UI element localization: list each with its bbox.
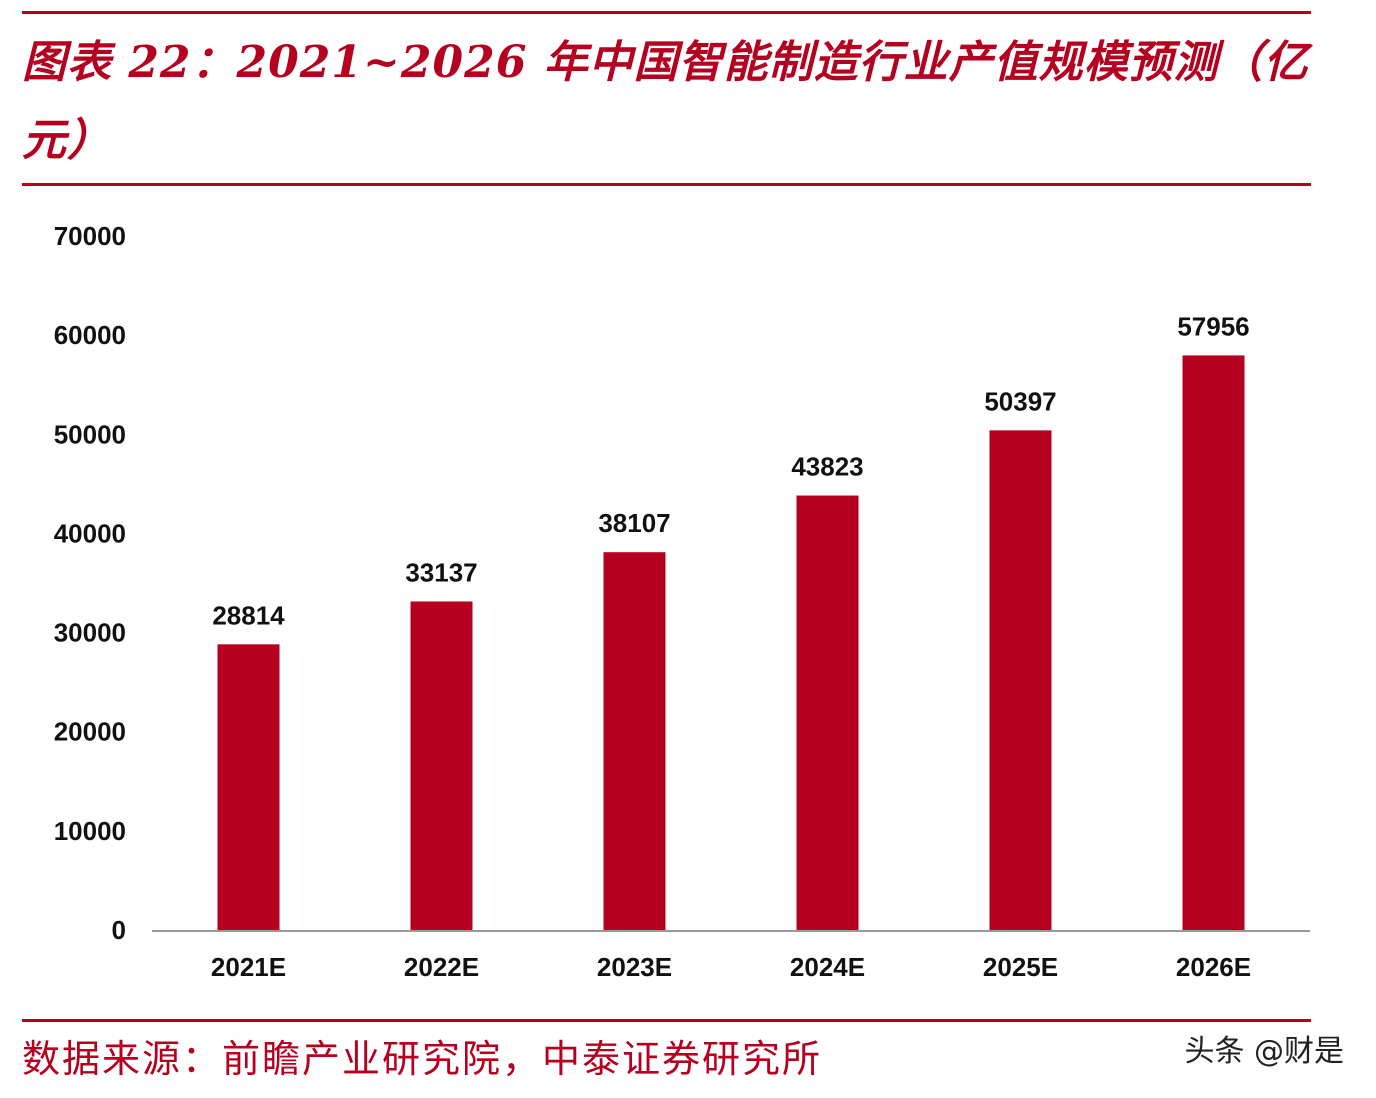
x-tick-label: 2022E (404, 952, 479, 982)
title-divider (22, 183, 1311, 186)
bar (989, 430, 1052, 930)
data-label: 33137 (405, 557, 477, 587)
top-rule (22, 11, 1311, 14)
x-tick-label: 2024E (790, 952, 865, 982)
bar (1182, 355, 1245, 930)
data-source-note: 数据来源：前瞻产业研究院，中泰证券研究所 (22, 1037, 823, 1081)
y-tick-label: 20000 (54, 717, 126, 747)
x-tick-label: 2026E (1176, 952, 1251, 982)
data-label: 57956 (1177, 311, 1249, 341)
chart-title: 图表 22：2021~2026 年中国智能制造行业产值规模预测（亿元） (22, 37, 1309, 166)
bar (796, 495, 859, 930)
y-tick-label: 60000 (54, 320, 126, 350)
x-tick-label: 2025E (983, 952, 1058, 982)
x-tick-label: 2023E (597, 952, 672, 982)
watermark: 头条 @财是 (1184, 1034, 1344, 1069)
bar-chart: 0 10000 20000 30000 40000 50000 60000 70000 2881… (54, 221, 1310, 982)
y-tick-label: 0 (112, 915, 126, 945)
data-label: 38107 (598, 508, 670, 538)
data-label: 43823 (791, 452, 863, 482)
x-tick-label: 2021E (211, 952, 286, 982)
y-tick-label: 50000 (54, 419, 126, 449)
data-label: 28814 (212, 600, 285, 630)
data-label: 50397 (984, 386, 1056, 416)
bar (603, 552, 666, 930)
bar (410, 601, 473, 930)
y-tick-label: 10000 (54, 816, 126, 846)
y-tick-label: 70000 (54, 221, 126, 251)
bar (217, 644, 280, 930)
y-tick-label: 30000 (54, 618, 126, 648)
y-tick-label: 40000 (54, 518, 126, 548)
footer-divider (22, 1019, 1311, 1022)
